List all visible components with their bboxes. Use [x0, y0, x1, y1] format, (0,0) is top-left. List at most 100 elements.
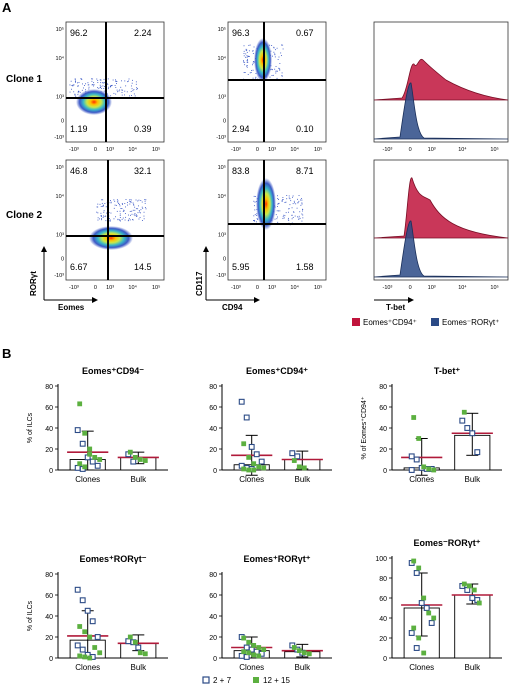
event-dot — [243, 60, 244, 62]
event-dot — [253, 200, 255, 202]
event-dot — [291, 214, 293, 216]
quadrant-ll: 2.94 — [232, 124, 250, 134]
y-tick-label: -10³ — [54, 273, 64, 279]
point-filled — [251, 461, 257, 467]
event-dot — [111, 84, 113, 86]
point-open — [413, 456, 420, 463]
event-dot — [105, 215, 107, 217]
event-dot — [282, 199, 283, 201]
x-tick-label: 0 — [256, 285, 259, 291]
event-dot — [135, 81, 137, 83]
event-dot — [114, 204, 116, 206]
event-dot — [119, 210, 121, 212]
point-open — [135, 644, 142, 651]
x-tick-label: -10³ — [383, 285, 393, 291]
point-open — [459, 417, 466, 424]
event-dot — [110, 85, 112, 87]
event-dot — [127, 81, 129, 83]
event-dot — [272, 74, 274, 76]
event-dot — [275, 65, 277, 67]
point-filled — [416, 635, 422, 641]
event-dot — [120, 86, 122, 88]
event-dot — [129, 201, 131, 202]
event-dot — [279, 210, 281, 212]
event-dot — [92, 84, 94, 85]
point-open — [408, 467, 415, 473]
event-dot — [96, 206, 98, 208]
point-filled — [241, 466, 247, 472]
point-filled — [256, 464, 262, 470]
point-open — [94, 634, 101, 640]
event-dot — [131, 88, 133, 90]
event-dot — [137, 87, 138, 89]
event-dot — [277, 195, 279, 197]
category-label: Clones — [409, 663, 434, 672]
category-label: Bulk — [295, 663, 312, 672]
event-dot — [291, 218, 293, 220]
event-dot — [253, 220, 255, 222]
point-filled — [77, 624, 83, 629]
event-dot — [73, 84, 75, 86]
y-tick-label: 10⁵ — [218, 164, 226, 171]
event-dot — [246, 65, 248, 67]
event-dot — [276, 206, 278, 207]
event-dot — [115, 86, 117, 88]
event-dot — [243, 50, 245, 52]
point-filled — [246, 639, 252, 645]
event-dot — [100, 85, 102, 87]
event-dot — [138, 218, 140, 220]
event-dot — [88, 84, 90, 86]
event-dot — [119, 89, 121, 91]
event-dot — [135, 83, 137, 85]
event-dot — [71, 88, 72, 90]
event-dot — [100, 212, 102, 214]
event-dot — [97, 212, 99, 214]
point-filled — [296, 464, 302, 470]
y-tick-label: 40 — [209, 426, 217, 433]
event-dot — [273, 46, 275, 48]
quadrant-ur: 2.24 — [134, 28, 152, 38]
event-dot — [116, 210, 118, 212]
y-tick-label: 10³ — [56, 232, 64, 238]
event-dot — [282, 199, 284, 200]
event-dot — [129, 95, 130, 97]
event-dot — [124, 206, 126, 208]
event-dot — [97, 217, 99, 219]
event-dot — [301, 220, 303, 222]
event-dot — [107, 78, 109, 80]
event-dot — [97, 87, 99, 89]
event-dot — [246, 49, 248, 51]
event-dot — [138, 210, 140, 212]
event-dot — [119, 217, 121, 218]
event-dot — [134, 212, 136, 214]
event-dot — [283, 217, 285, 219]
density-hotspot — [256, 178, 276, 230]
histogram-2: -10³ 0 10³ 10⁴ 10⁵ — [373, 159, 509, 291]
event-dot — [119, 205, 121, 207]
event-dot — [109, 220, 111, 222]
event-dot — [128, 80, 129, 82]
event-dot — [138, 199, 140, 201]
event-dot — [119, 213, 121, 215]
event-dot — [85, 83, 87, 85]
quadrant-lr: 0.10 — [296, 124, 314, 134]
point-filled — [92, 645, 98, 650]
point-filled — [246, 455, 252, 460]
y-tick-label: 60 — [45, 405, 53, 412]
event-dot — [276, 210, 278, 212]
event-dot — [109, 219, 111, 221]
y-tick-label: 0 — [383, 656, 387, 663]
event-dot — [289, 204, 291, 206]
event-dot — [101, 199, 103, 201]
event-dot — [113, 92, 115, 94]
event-dot — [121, 80, 122, 82]
density-hotspot — [89, 226, 133, 250]
point-filled — [251, 652, 257, 658]
point-open — [294, 453, 301, 460]
y-tick-label: 10⁵ — [56, 164, 64, 171]
point-filled — [421, 650, 427, 656]
event-dot — [141, 206, 143, 208]
event-dot — [75, 81, 76, 83]
event-dot — [122, 89, 124, 91]
event-dot — [288, 211, 289, 213]
